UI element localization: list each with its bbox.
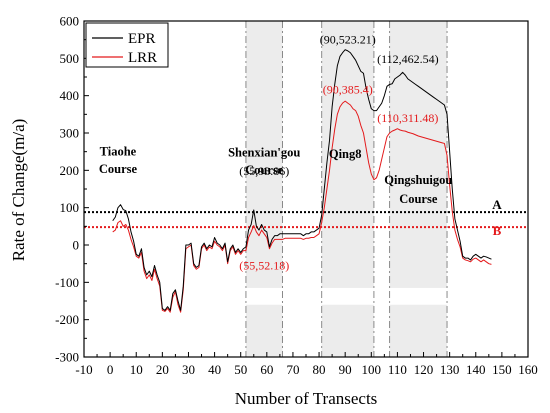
- reference-lines: AB: [84, 197, 528, 238]
- legend-label-lrr: LRR: [128, 50, 157, 66]
- y-tick-label: 100: [60, 200, 80, 215]
- annotation: (110,311.48): [377, 111, 438, 125]
- x-tick-label: 40: [208, 362, 221, 377]
- x-tick-label: 30: [182, 362, 195, 377]
- shaded-region-gap-3: [389, 287, 448, 305]
- annotation: (55,52.18): [239, 258, 289, 272]
- legend-label-epr: EPR: [128, 31, 156, 47]
- shaded-regions: [245, 21, 448, 357]
- legend-box: [85, 22, 169, 68]
- plot-frame: [83, 20, 529, 358]
- series-line-epr: [112, 49, 492, 311]
- y-axis-label: Rate of Change(m/a): [9, 119, 28, 262]
- y-tick-label: -200: [55, 312, 79, 327]
- shaded-region-3: [389, 21, 448, 357]
- shaded-region-2: [321, 21, 374, 357]
- x-tick-label: 50: [234, 362, 247, 377]
- y-tick-label: 400: [60, 88, 80, 103]
- reference-label-a: A: [492, 197, 502, 212]
- x-tick-label: 0: [107, 362, 114, 377]
- y-tick-label: 200: [60, 163, 80, 178]
- x-tick-label: 110: [388, 362, 407, 377]
- annotation: Course: [399, 192, 438, 206]
- annotation: Course: [245, 163, 284, 177]
- x-tick-label: 60: [260, 362, 273, 377]
- x-tick-label: 80: [313, 362, 326, 377]
- x-axis-label: Number of Transects: [235, 389, 378, 408]
- legend: EPR LRR: [85, 22, 169, 68]
- x-tick-label: 70: [286, 362, 299, 377]
- shaded-region-gap-2: [321, 287, 374, 305]
- annotation: Qingshuigou: [384, 173, 452, 187]
- x-tick-label: 130: [440, 362, 460, 377]
- y-tick-label: -300: [55, 350, 79, 365]
- x-tick-label: 140: [466, 362, 486, 377]
- x-tick-label: 150: [492, 362, 512, 377]
- annotation: (55,93.86): [239, 164, 289, 178]
- annotation: Shenxian'gou: [228, 146, 300, 160]
- shaded-region-1: [245, 21, 283, 357]
- x-tick-label: 100: [362, 362, 382, 377]
- y-tick-label: 300: [60, 126, 80, 141]
- annotation: Qing8: [329, 147, 362, 161]
- x-tick-label: 160: [518, 362, 538, 377]
- annotation: (112,462.54): [377, 52, 439, 66]
- x-tick-label: 20: [156, 362, 169, 377]
- x-tick-label: 10: [130, 362, 143, 377]
- shaded-region-gap-1: [245, 287, 283, 305]
- y-tick-label: 500: [60, 51, 80, 66]
- annotation: (90,523.21): [320, 32, 376, 46]
- reference-label-b: B: [493, 223, 502, 238]
- x-tick-label: 90: [339, 362, 352, 377]
- annotation: (90,385.4): [323, 82, 373, 96]
- y-tick-label: 600: [60, 14, 80, 29]
- y-tick-label: 0: [73, 238, 80, 253]
- series-lines: [112, 49, 492, 313]
- annotations: Tiaohe Course Shenxian'gou Course Qing8 Qings…: [99, 32, 453, 272]
- annotation: Course: [99, 162, 138, 176]
- y-tick-label: -100: [55, 275, 79, 290]
- plot-border: [83, 20, 529, 358]
- x-tick-label: -10: [75, 362, 92, 377]
- axes: -10 0 10 20 30 40 50 60 70 80 90 100 110 120 130 140 150…: [55, 14, 538, 378]
- annotation: Tiaohe: [100, 144, 137, 158]
- x-tick-label: 120: [414, 362, 434, 377]
